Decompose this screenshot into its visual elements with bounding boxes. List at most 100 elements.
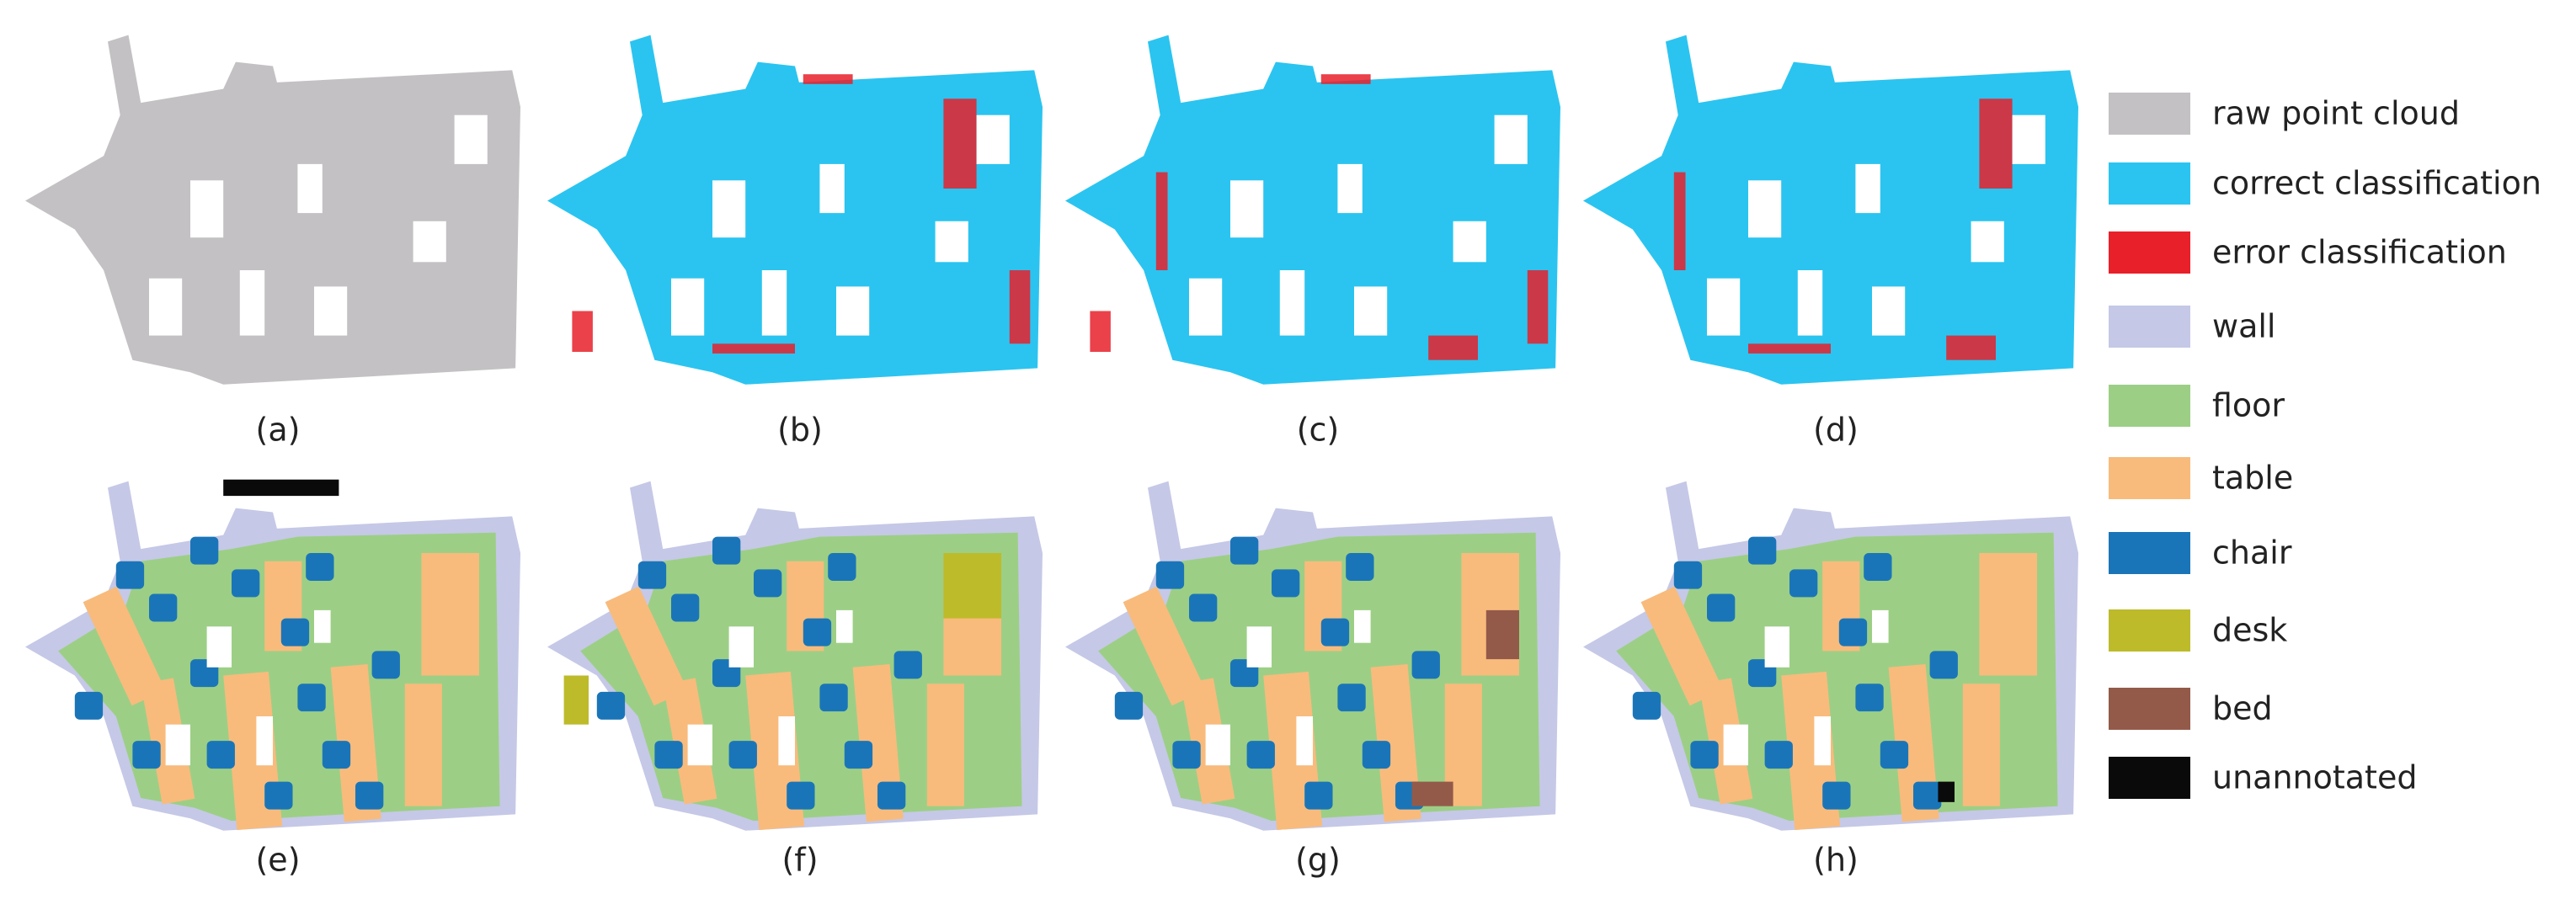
gap [819, 163, 845, 214]
table-points [421, 553, 479, 676]
chair-points [74, 691, 104, 720]
chair-points [1855, 684, 1884, 712]
legend-swatch [2109, 385, 2190, 427]
legend-swatch [2109, 609, 2190, 652]
gap [314, 609, 331, 643]
error-points [943, 98, 977, 189]
panel-label: (e) [255, 842, 300, 879]
gap [761, 270, 787, 336]
legend-swatch [2109, 457, 2190, 499]
chair-points [371, 651, 400, 679]
chair-points [712, 536, 741, 565]
chair-points [264, 781, 293, 810]
chair-points [1230, 536, 1259, 565]
legend-label: error classification [2212, 234, 2507, 271]
table-points [404, 684, 442, 806]
gap [1453, 221, 1486, 263]
gap [728, 626, 754, 668]
point-cloud [25, 35, 520, 385]
error-points [1320, 74, 1371, 84]
chair-points [232, 569, 260, 598]
chair-points [893, 651, 922, 679]
bed-points [1485, 609, 1519, 660]
point-cloud [547, 35, 1043, 385]
gap [1354, 609, 1371, 643]
point-cloud-panel [547, 481, 1043, 831]
chair-points [1764, 741, 1793, 769]
error-points [712, 343, 795, 354]
point-cloud-panel [1065, 35, 1560, 385]
legend-label: correct classification [2212, 165, 2541, 202]
gap [1337, 163, 1363, 214]
legend-label: table [2212, 460, 2293, 497]
point-cloud-panel [1583, 481, 2078, 831]
point-cloud-panel [25, 35, 520, 385]
error-points [1428, 335, 1478, 360]
error-points [1673, 172, 1686, 270]
chair-points [787, 781, 815, 810]
chair-points [1789, 569, 1818, 598]
chair-points [1411, 651, 1440, 679]
legend-swatch [2109, 306, 2190, 348]
chair-points [828, 553, 856, 581]
chair-points [637, 561, 667, 589]
gap [256, 716, 273, 766]
gap [1354, 286, 1388, 336]
gap [1797, 270, 1823, 336]
legend-swatch [2109, 688, 2190, 730]
gap [239, 270, 265, 336]
gap [671, 278, 705, 336]
table-points [83, 586, 166, 706]
gap [1189, 278, 1223, 336]
chair-points [1189, 593, 1218, 622]
chair-points [654, 741, 683, 769]
gap [314, 286, 348, 336]
gap [413, 221, 446, 263]
point-cloud-panel [1583, 35, 2078, 385]
unannotated-points [1938, 781, 1955, 802]
legend-swatch [2109, 231, 2190, 274]
table-points [1640, 586, 1724, 706]
chair-points [1880, 741, 1909, 769]
error-points [572, 311, 593, 352]
error-points [1979, 98, 2013, 189]
gap [165, 724, 190, 766]
gap [1246, 626, 1272, 668]
chair-points [206, 741, 235, 769]
legend-label: chair [2212, 535, 2292, 572]
chair-points [297, 684, 326, 712]
chair-points [1337, 684, 1366, 712]
chair-points [1838, 618, 1868, 646]
point-cloud-panel [1065, 481, 1560, 831]
chair-points [322, 741, 351, 769]
gap [1723, 724, 1748, 766]
gap [1205, 724, 1230, 766]
error-points [1155, 172, 1168, 270]
legend-swatch [2109, 532, 2190, 574]
chair-points [671, 593, 700, 622]
gap [149, 278, 183, 336]
point-cloud [1065, 35, 1560, 385]
panel-label: (a) [256, 412, 301, 449]
gap [712, 180, 746, 238]
error-points [1009, 270, 1031, 344]
chair-points [1707, 593, 1736, 622]
table-points [1979, 553, 2037, 676]
chair-points [1272, 569, 1300, 598]
point-cloud-panel [25, 479, 520, 831]
panel-label: (h) [1813, 842, 1859, 879]
chair-points [115, 561, 145, 589]
gap [1814, 716, 1831, 766]
chair-points [132, 741, 161, 769]
legend-label: bed [2212, 690, 2273, 727]
chair-points [803, 618, 832, 646]
chair-points [1304, 781, 1333, 810]
unannotated-points [223, 479, 339, 497]
gap [297, 163, 323, 214]
chair-points [1929, 651, 1958, 679]
chair-points [355, 781, 384, 810]
chair-points [1864, 553, 1892, 581]
gap [1296, 716, 1313, 766]
chair-points [754, 569, 782, 598]
